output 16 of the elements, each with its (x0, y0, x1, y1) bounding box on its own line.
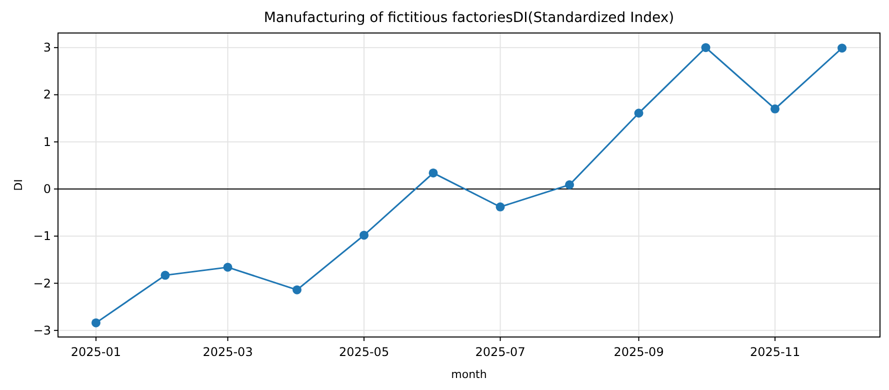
x-tick-label: 2025-01 (70, 345, 122, 359)
y-tick-label: 3 (43, 40, 51, 55)
x-tick-label: 2025-05 (338, 345, 390, 359)
y-tick-label: 2 (43, 88, 51, 102)
y-tick-label: −1 (33, 229, 51, 244)
y-tick-label: 0 (43, 182, 51, 196)
x-tick-label: 2025-07 (475, 345, 526, 359)
x-tick-label: 2025-03 (202, 345, 253, 359)
y-tick-label: −2 (33, 276, 51, 290)
y-tick-label: 1 (43, 134, 51, 149)
y-axis-title: DI (12, 179, 25, 191)
x-axis-title: month (451, 368, 487, 381)
x-tick-label: 2025-11 (750, 345, 800, 359)
chart-title: Manufacturing of fictitious factoriesDI(Standardized Index) (264, 10, 674, 26)
x-tick-label: 2025-09 (614, 345, 664, 359)
y-tick-label: −3 (33, 323, 51, 338)
